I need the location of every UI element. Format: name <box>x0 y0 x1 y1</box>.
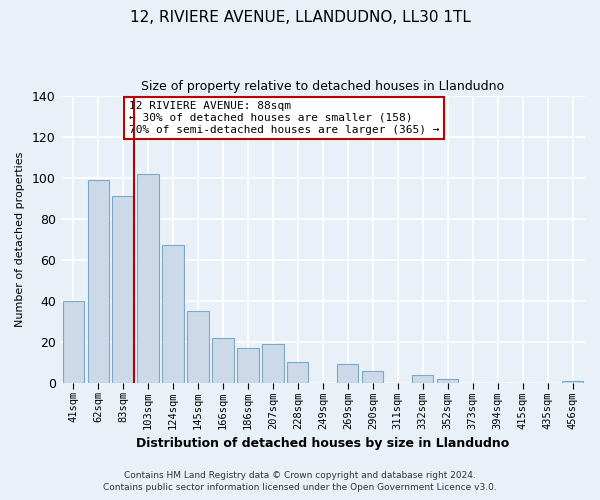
Text: 12 RIVIERE AVENUE: 88sqm
← 30% of detached houses are smaller (158)
70% of semi-: 12 RIVIERE AVENUE: 88sqm ← 30% of detach… <box>129 102 439 134</box>
Bar <box>337 364 358 383</box>
Bar <box>187 311 209 383</box>
Bar <box>437 378 458 383</box>
Bar <box>137 174 158 383</box>
X-axis label: Distribution of detached houses by size in Llandudno: Distribution of detached houses by size … <box>136 437 509 450</box>
Text: Contains HM Land Registry data © Crown copyright and database right 2024.
Contai: Contains HM Land Registry data © Crown c… <box>103 471 497 492</box>
Y-axis label: Number of detached properties: Number of detached properties <box>15 152 25 327</box>
Bar <box>163 246 184 383</box>
Bar <box>362 370 383 383</box>
Bar <box>238 348 259 383</box>
Bar <box>112 196 134 383</box>
Text: 12, RIVIERE AVENUE, LLANDUDNO, LL30 1TL: 12, RIVIERE AVENUE, LLANDUDNO, LL30 1TL <box>130 10 470 25</box>
Bar <box>212 338 233 383</box>
Bar <box>287 362 308 383</box>
Title: Size of property relative to detached houses in Llandudno: Size of property relative to detached ho… <box>141 80 505 93</box>
Bar <box>412 374 433 383</box>
Bar <box>562 381 583 383</box>
Bar <box>262 344 284 383</box>
Bar <box>62 301 84 383</box>
Bar <box>88 180 109 383</box>
